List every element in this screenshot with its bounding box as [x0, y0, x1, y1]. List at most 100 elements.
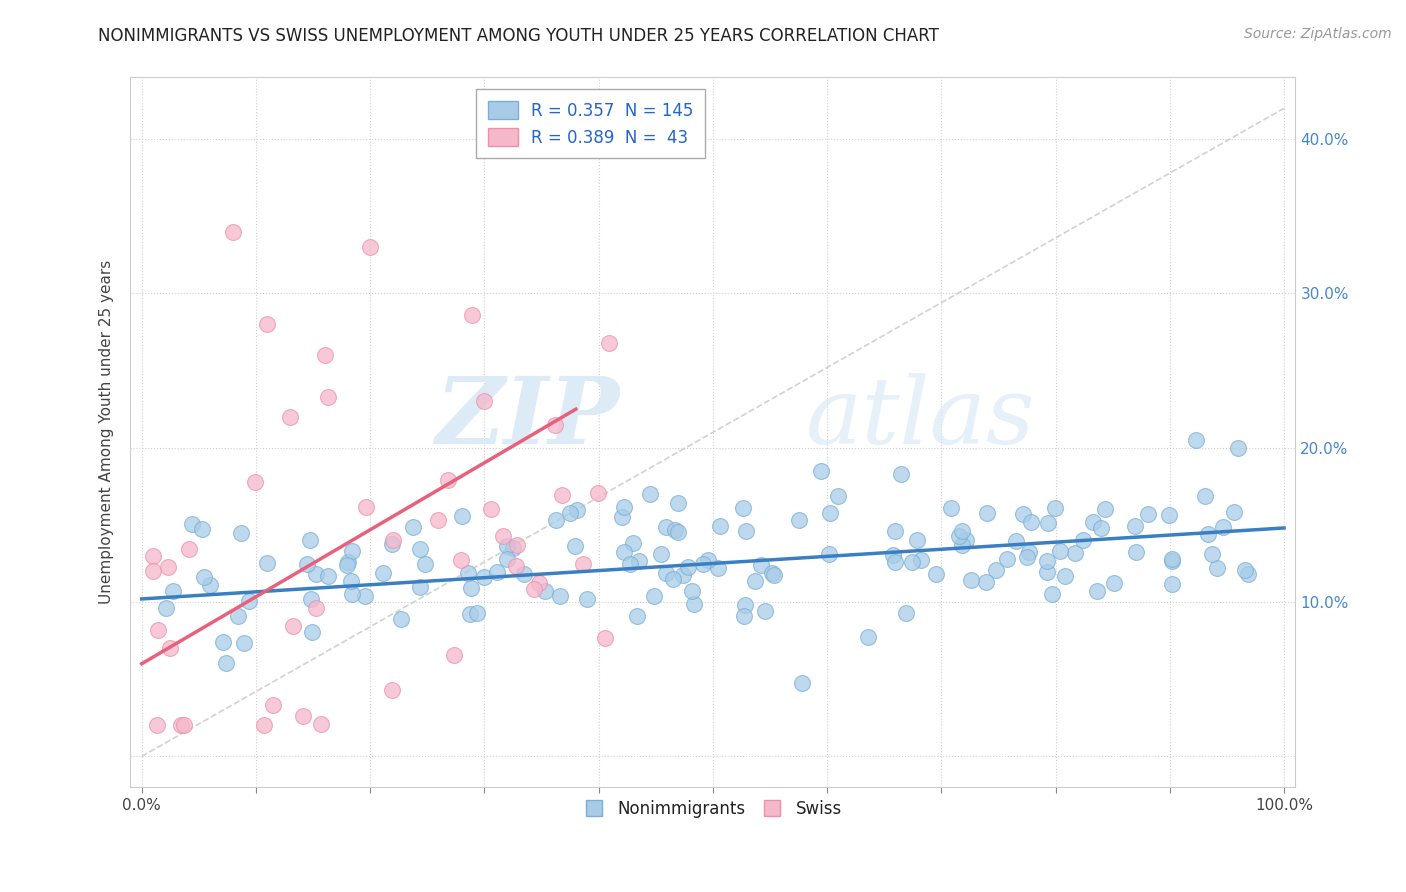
Point [613, 500, 636, 515]
Point [262, 698, 284, 713]
Point [142, 549, 165, 563]
Point [856, 630, 879, 644]
Point [1021, 515, 1043, 529]
Y-axis label: Unemployment Among Youth under 25 years: Unemployment Among Youth under 25 years [100, 260, 114, 605]
Point [1102, 575, 1125, 590]
Point [450, 553, 472, 567]
Point [193, 570, 215, 584]
Point [572, 557, 595, 571]
Point [666, 496, 689, 510]
Point [340, 574, 363, 588]
Point [155, 601, 177, 615]
Point [1185, 433, 1208, 447]
Point [479, 502, 502, 516]
Point [1227, 441, 1250, 455]
Point [373, 566, 395, 581]
Point [146, 624, 169, 638]
Point [672, 567, 695, 582]
Point [598, 336, 620, 351]
Point [465, 607, 488, 621]
Point [955, 533, 977, 547]
Point [882, 548, 904, 562]
Point [162, 583, 184, 598]
Text: atlas: atlas [806, 373, 1036, 463]
Point [564, 539, 586, 553]
Point [709, 519, 731, 533]
Point [1206, 561, 1229, 575]
Point [586, 486, 609, 500]
Point [256, 556, 278, 570]
Point [354, 500, 377, 514]
Point [697, 552, 720, 566]
Point [173, 718, 195, 732]
Point [495, 539, 517, 553]
Point [676, 560, 699, 574]
Point [558, 506, 581, 520]
Point [613, 545, 636, 559]
Point [451, 508, 474, 523]
Point [984, 563, 1007, 577]
Point [402, 520, 425, 534]
Point [626, 608, 648, 623]
Point [301, 625, 323, 640]
Point [1237, 566, 1260, 581]
Point [305, 601, 328, 615]
Point [762, 568, 785, 582]
Point [787, 513, 810, 527]
Point [534, 584, 557, 599]
Point [621, 536, 644, 550]
Point [939, 500, 962, 515]
Point [191, 522, 214, 536]
Point [810, 465, 832, 479]
Point [305, 567, 328, 582]
Point [666, 525, 689, 540]
Point [159, 640, 181, 655]
Point [409, 580, 432, 594]
Point [790, 675, 813, 690]
Point [761, 566, 783, 580]
Point [256, 318, 278, 332]
Point [1161, 577, 1184, 591]
Point [884, 555, 907, 569]
Point [443, 648, 465, 662]
Point [486, 565, 509, 579]
Point [1161, 554, 1184, 568]
Point [1212, 520, 1234, 534]
Point [827, 489, 849, 503]
Point [295, 557, 318, 571]
Point [1201, 547, 1223, 561]
Point [643, 589, 665, 603]
Point [1081, 516, 1104, 530]
Point [1043, 501, 1066, 516]
Point [231, 525, 253, 540]
Point [654, 566, 676, 581]
Point [974, 574, 997, 589]
Point [1123, 518, 1146, 533]
Point [976, 506, 998, 520]
Point [551, 488, 574, 502]
Point [995, 552, 1018, 566]
Point [627, 554, 650, 568]
Point [925, 567, 948, 582]
Point [818, 547, 841, 561]
Point [513, 567, 536, 582]
Point [157, 560, 180, 574]
Point [950, 538, 973, 552]
Point [950, 524, 973, 538]
Point [1012, 507, 1035, 521]
Point [1090, 521, 1112, 535]
Point [336, 558, 359, 572]
Point [1136, 507, 1159, 521]
Text: NONIMMIGRANTS VS SWISS UNEMPLOYMENT AMONG YOUTH UNDER 25 YEARS CORRELATION CHART: NONIMMIGRANTS VS SWISS UNEMPLOYMENT AMON… [98, 27, 939, 45]
Point [492, 529, 515, 543]
Point [226, 608, 249, 623]
Point [664, 523, 686, 537]
Point [427, 513, 450, 527]
Point [1125, 545, 1147, 559]
Point [181, 517, 204, 532]
Point [1094, 501, 1116, 516]
Point [389, 612, 412, 626]
Point [298, 533, 321, 547]
Point [754, 604, 776, 618]
Point [1036, 554, 1059, 568]
